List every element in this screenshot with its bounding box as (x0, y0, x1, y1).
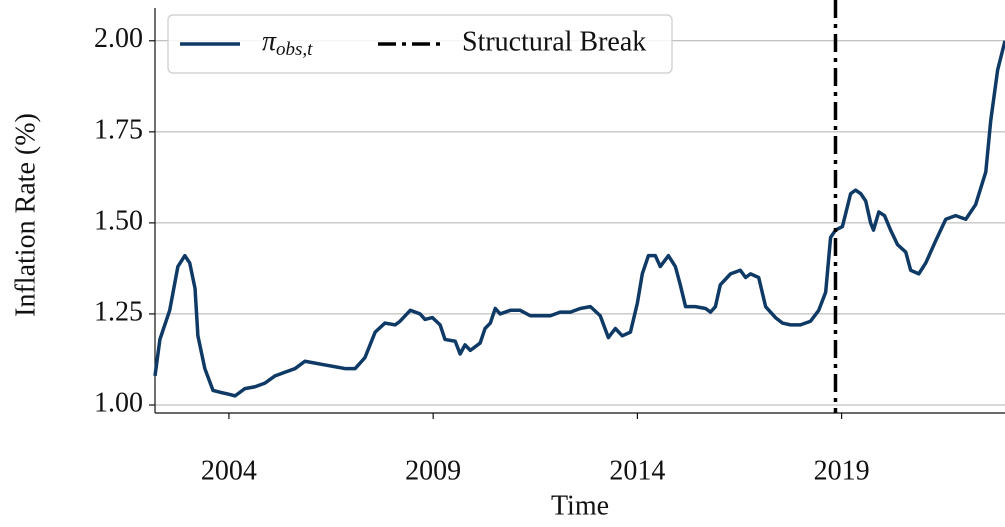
y-tick-label: 2.00 (94, 23, 143, 54)
x-tick-label: 2014 (609, 455, 665, 486)
x-tick-label: 2009 (405, 455, 461, 486)
legend: πobs,t Structural Break (167, 14, 673, 74)
y-tick-label: 1.75 (94, 114, 143, 145)
x-tick-label: 2004 (201, 455, 257, 486)
legend-label-subscript: obs,t (276, 39, 313, 60)
legend-label-main: π (262, 26, 277, 57)
y-tick-label: 1.50 (94, 205, 143, 236)
x-tick-label: 2019 (814, 455, 870, 486)
y-tick-label: 1.25 (94, 296, 143, 327)
y-axis-label: Inflation Rate (%) (10, 113, 41, 317)
series-line (153, 40, 1005, 398)
y-tick-label: 1.00 (94, 387, 143, 418)
x-axis-label: Time (551, 490, 609, 521)
legend-label: Structural Break (462, 26, 646, 57)
legend-label: πobs,t (262, 26, 313, 60)
